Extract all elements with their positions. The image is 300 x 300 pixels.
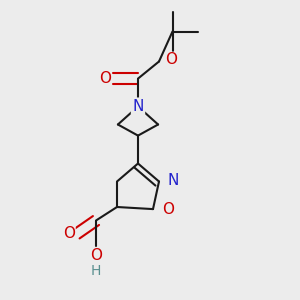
Text: O: O — [63, 226, 75, 241]
Text: N: N — [167, 173, 179, 188]
Text: O: O — [163, 202, 175, 217]
Text: O: O — [99, 71, 111, 86]
Text: O: O — [90, 248, 102, 263]
Text: N: N — [132, 99, 144, 114]
Text: H: H — [91, 264, 101, 278]
Text: O: O — [166, 52, 178, 68]
